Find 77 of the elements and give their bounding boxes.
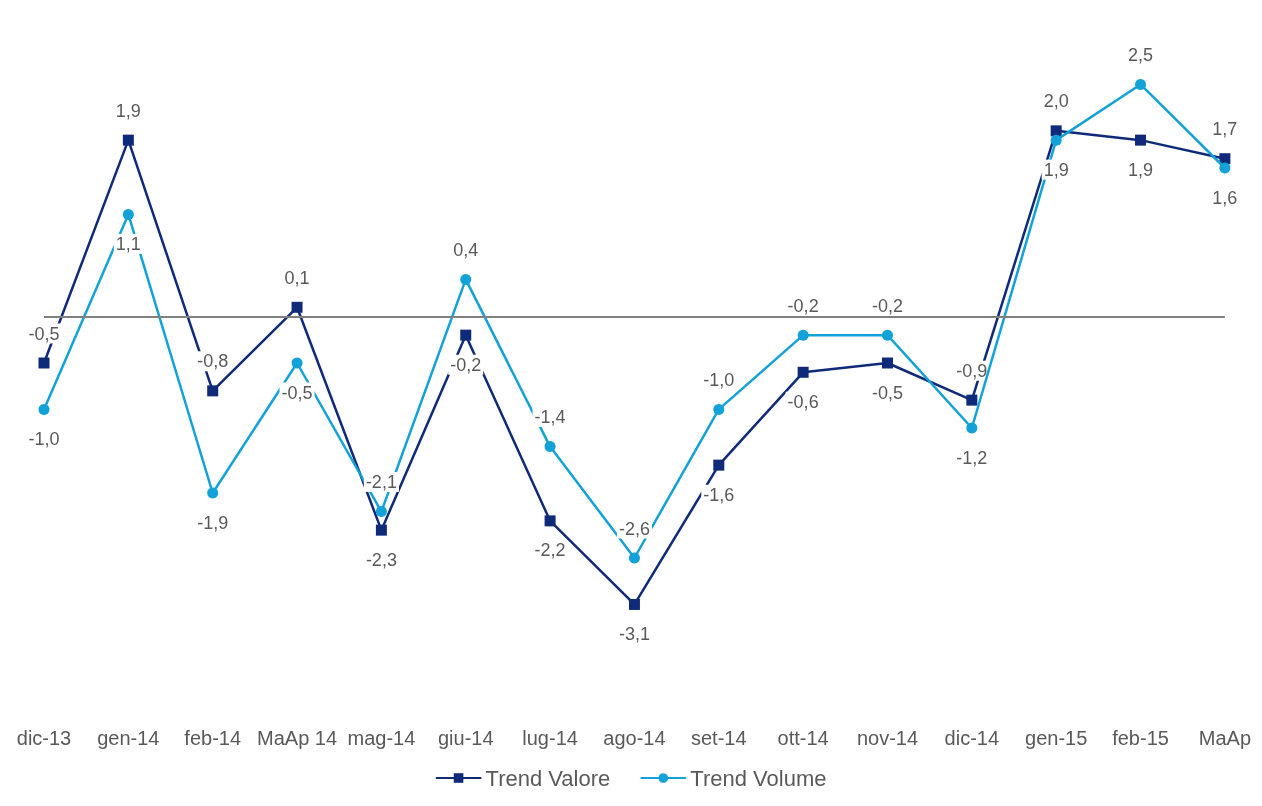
data-label: -0,8 [197,351,229,372]
point [881,329,893,341]
point [1050,134,1062,146]
data-label: 1,9 [1128,159,1154,180]
data-label: -1,4 [534,407,566,428]
point [797,366,809,378]
point [207,487,219,499]
point [544,515,556,527]
data-label: -2,6 [618,518,650,539]
point [460,273,472,285]
data-label: -1,6 [703,484,735,505]
point [881,357,893,369]
x-tick-label: giu-14 [437,727,494,749]
point [544,441,556,453]
point [1135,134,1147,146]
x-tick-label: MaAp [1198,727,1251,749]
point [38,357,50,369]
data-label: -0,5 [871,382,903,403]
data-label: -1,0 [28,428,60,449]
data-label: -1,0 [703,369,735,390]
x-tick-label: ott-14 [777,727,829,749]
point [1219,162,1231,174]
x-tick-label: set-14 [690,727,747,749]
data-label: -0,9 [956,360,988,381]
data-label: -1,9 [197,512,229,533]
x-tick-label: gen-15 [1025,727,1088,749]
data-label: -1,2 [956,447,988,468]
point [291,357,303,369]
point [713,459,725,471]
x-tick-label: dic-13 [16,727,72,749]
data-label: 2,5 [1128,44,1154,65]
x-tick-label: ago-14 [603,727,666,749]
data-label: -0,2 [450,354,482,375]
point [628,598,640,610]
data-label: 2,0 [1043,91,1069,112]
point [122,134,134,146]
point [797,329,809,341]
point [460,329,472,341]
legend-label: Trend Valore [485,765,611,791]
data-label: 1,9 [115,100,141,121]
x-tick-label: feb-15 [1112,727,1169,749]
data-label: -2,2 [534,540,566,561]
point [966,422,978,434]
x-tick-label: MaAp 14 [257,727,338,749]
point [713,403,725,415]
x-tick-label: nov-14 [856,727,919,749]
x-tick-label: lug-14 [522,727,578,749]
point [375,524,387,536]
data-label: 1,6 [1212,187,1238,208]
point [207,385,219,397]
point [1135,78,1147,90]
point [1050,125,1062,137]
data-label: 1,9 [1043,159,1069,180]
point [122,208,134,220]
x-tick-label: mag-14 [347,727,416,749]
data-label: -2,1 [365,472,397,493]
data-label: 0,1 [284,267,310,288]
data-label: -0,5 [28,323,60,344]
x-tick-label: feb-14 [184,727,242,749]
data-label: -0,2 [787,295,819,316]
data-label: 0,4 [453,239,479,260]
data-label: -0,6 [787,391,819,412]
data-label: 1,7 [1212,119,1238,140]
x-tick-label: gen-14 [97,727,160,749]
point [1219,153,1231,165]
data-label: -0,2 [871,295,903,316]
legend-label: Trend Volume [690,765,827,791]
data-label: 1,1 [115,233,141,254]
point [966,394,978,406]
data-label: -0,5 [281,382,313,403]
data-label: -3,1 [618,623,650,644]
point [628,552,640,564]
data-label: -2,3 [365,549,397,570]
point [375,506,387,518]
point [291,301,303,313]
point [38,403,50,415]
x-tick-label: dic-14 [944,727,1000,749]
